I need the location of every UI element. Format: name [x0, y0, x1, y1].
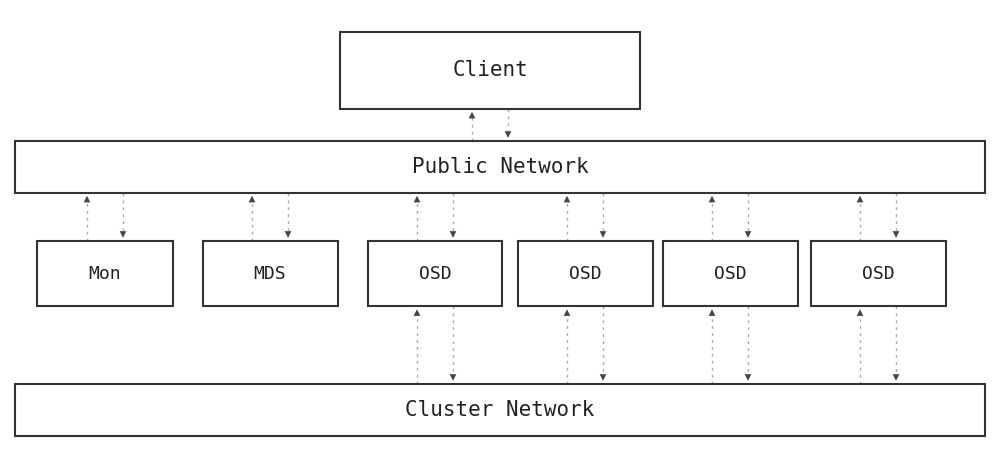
FancyBboxPatch shape [810, 241, 946, 306]
FancyBboxPatch shape [37, 241, 173, 306]
Text: Client: Client [452, 60, 528, 80]
FancyBboxPatch shape [368, 241, 502, 306]
Text: Cluster Network: Cluster Network [405, 400, 595, 420]
Text: OSD: OSD [419, 265, 451, 282]
Text: OSD: OSD [569, 265, 601, 282]
FancyBboxPatch shape [15, 384, 985, 436]
FancyBboxPatch shape [518, 241, 652, 306]
Text: OSD: OSD [714, 265, 746, 282]
FancyBboxPatch shape [202, 241, 338, 306]
Text: MDS: MDS [254, 265, 286, 282]
FancyBboxPatch shape [15, 141, 985, 193]
FancyBboxPatch shape [340, 32, 640, 109]
FancyBboxPatch shape [662, 241, 798, 306]
Text: OSD: OSD [862, 265, 894, 282]
Text: Public Network: Public Network [412, 157, 588, 177]
Text: Mon: Mon [89, 265, 121, 282]
